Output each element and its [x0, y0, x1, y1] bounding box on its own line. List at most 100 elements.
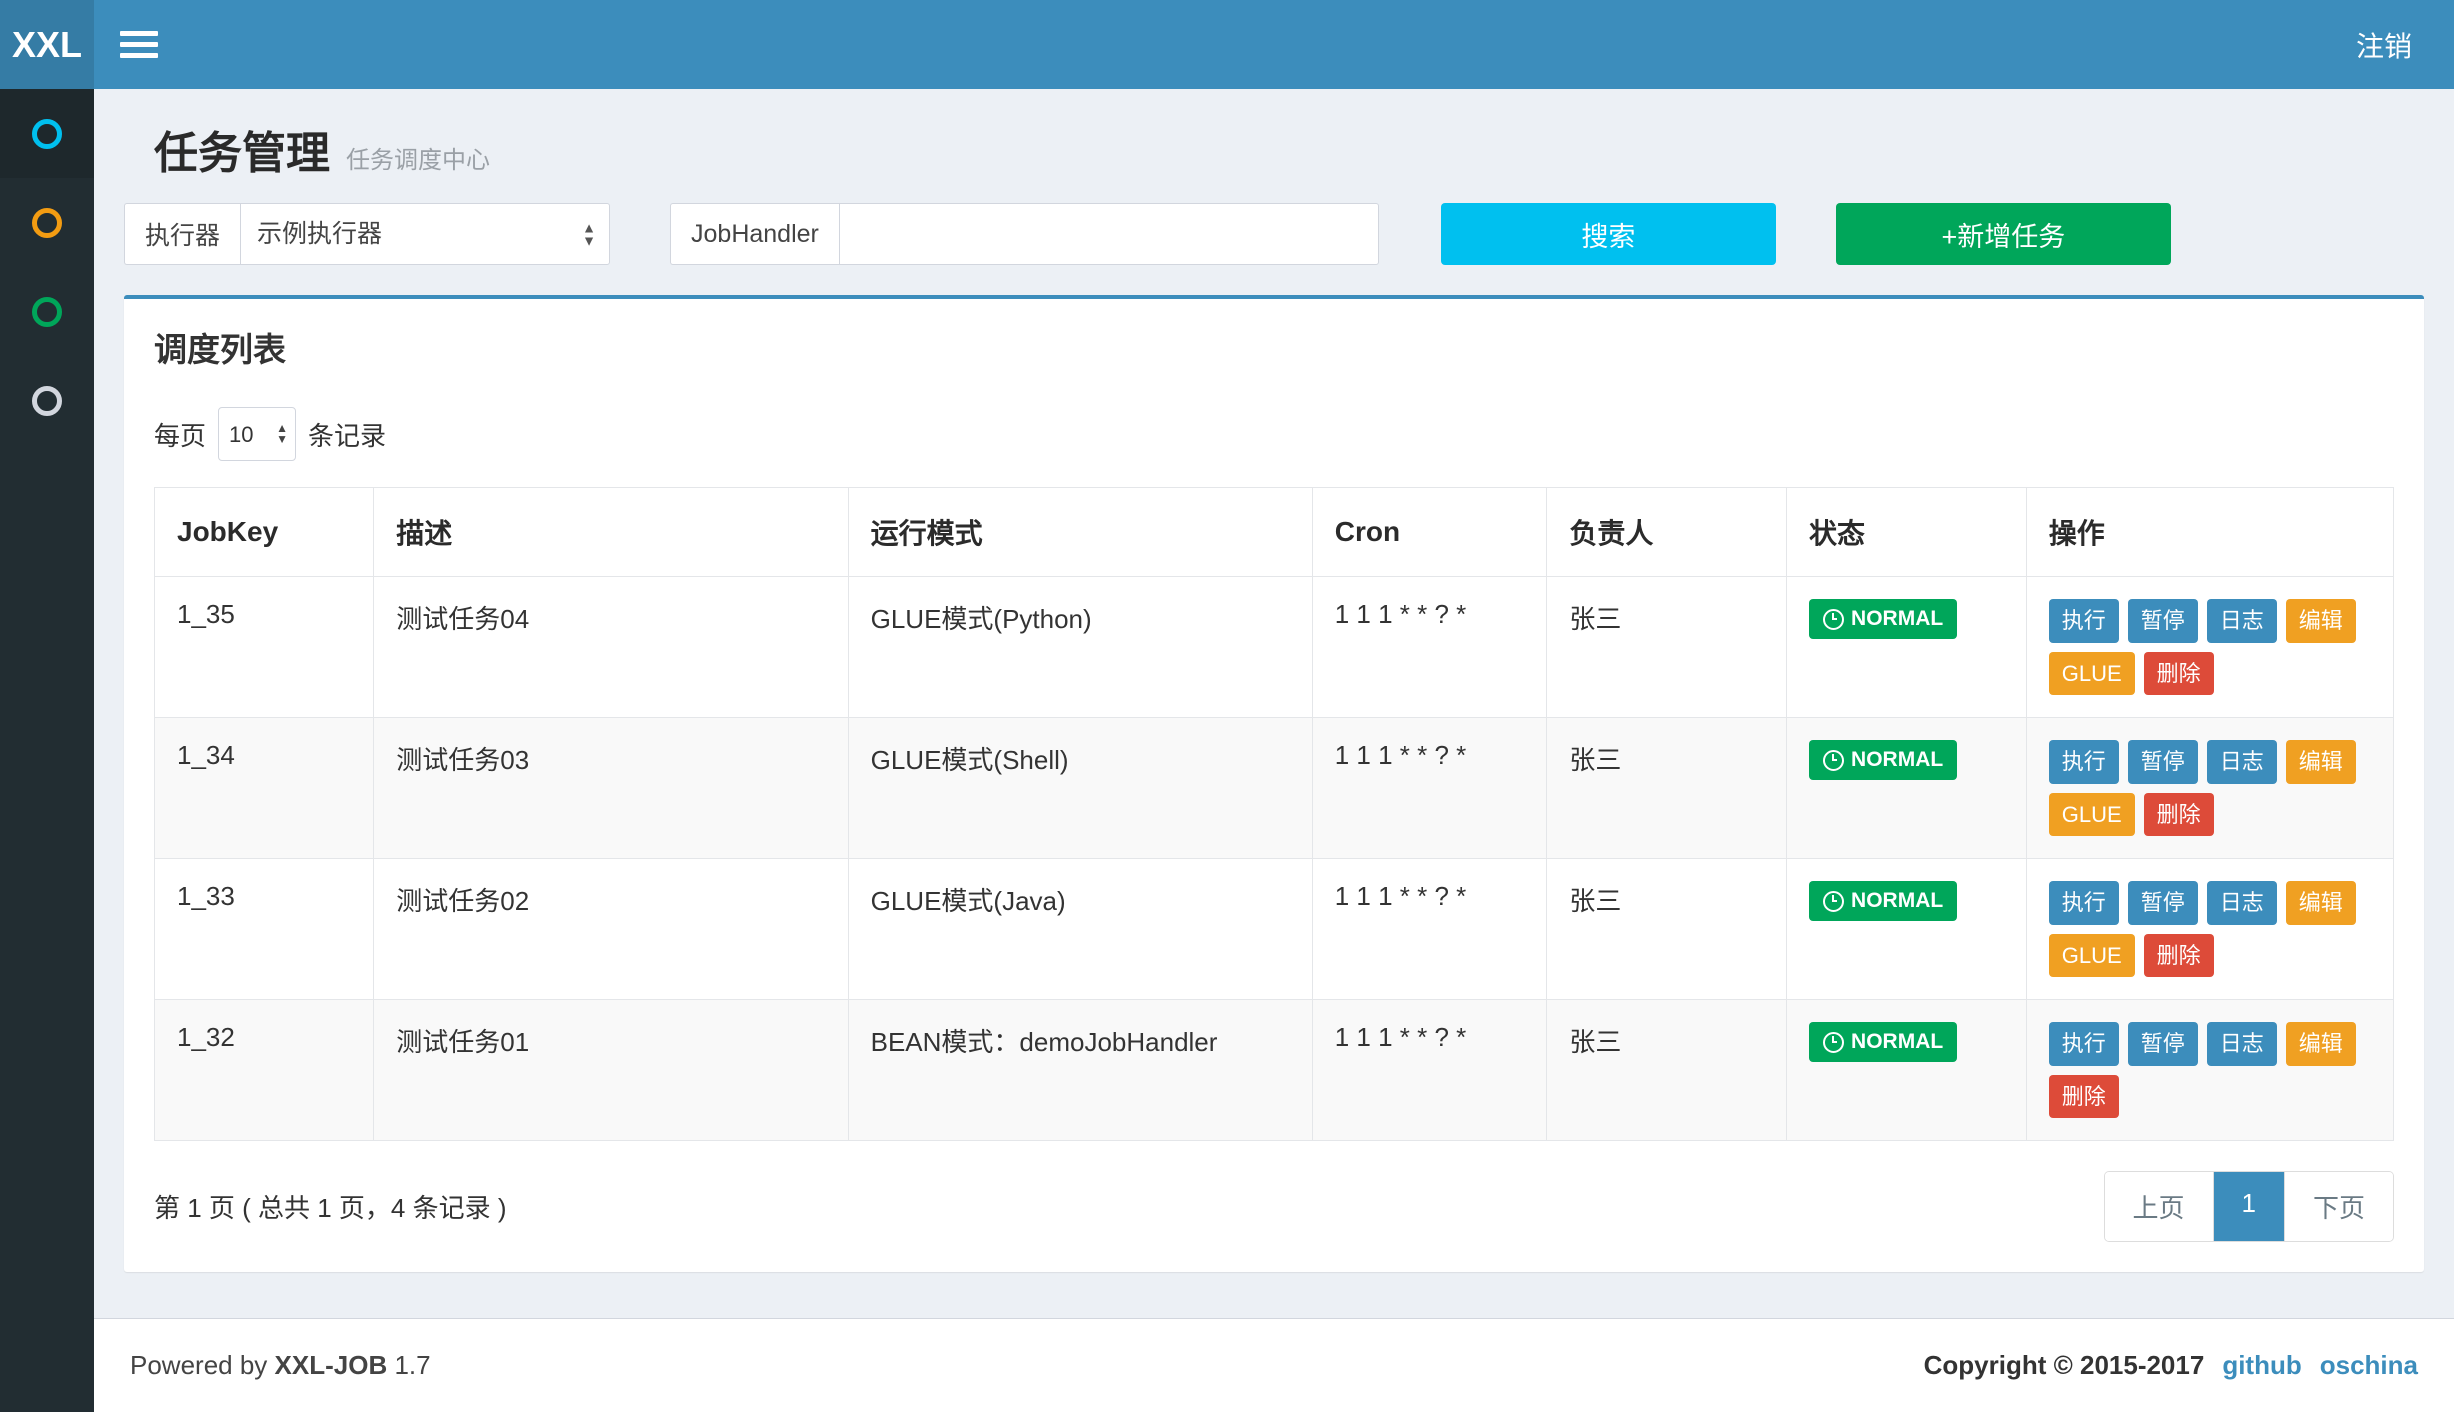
cell-status: NORMAL: [1786, 999, 2027, 1141]
page-footer: Powered by XXL-JOB 1.7 Copyright © 2015-…: [94, 1318, 2454, 1412]
cell-cron: 1 1 1 * * ? *: [1311, 999, 1548, 1141]
cell-owner: 张三: [1546, 858, 1788, 1000]
add-job-button[interactable]: +新增任务: [1835, 203, 2171, 265]
page-length-select[interactable]: 10: [218, 407, 297, 461]
cell-cron: 1 1 1 * * ? *: [1311, 576, 1548, 718]
powered-by: Powered by XXL-JOB 1.7: [130, 1350, 431, 1381]
row-action-删除[interactable]: 删除: [2143, 651, 2214, 695]
cell-desc: 测试任务02: [373, 858, 849, 1000]
column-header-mode: 运行模式: [847, 487, 1313, 577]
column-header-desc: 描述: [373, 487, 849, 577]
sidebar-item-jobs[interactable]: [0, 267, 94, 356]
cell-mode: GLUE模式(Java): [847, 858, 1313, 1000]
executor-select[interactable]: 示例执行器: [240, 203, 611, 265]
pagination-page-1[interactable]: 1: [2213, 1172, 2285, 1241]
row-action-GLUE[interactable]: GLUE: [2048, 651, 2135, 695]
status-badge: NORMAL: [1809, 1022, 1958, 1062]
status-label: NORMAL: [1851, 1030, 1944, 1053]
copyright-text: Copyright © 2015-2017: [1923, 1350, 2205, 1380]
row-action-暂停[interactable]: 暂停: [2127, 881, 2198, 925]
column-header-jobkey: JobKey: [153, 487, 375, 577]
column-header-cron: Cron: [1311, 487, 1548, 577]
pagination-next[interactable]: 下页: [2284, 1172, 2393, 1241]
row-action-执行[interactable]: 执行: [2048, 740, 2119, 784]
table-header-row: JobKey 描述 运行模式 Cron 负责人 状态 操作: [153, 487, 2395, 577]
logout-link[interactable]: 注销: [2355, 30, 2412, 62]
pagination-prev[interactable]: 上页: [2104, 1172, 2214, 1241]
sidebar-item-executor[interactable]: [0, 178, 94, 267]
filter-toolbar: 执行器 示例执行器 ▲ ▼ JobHandler 搜索 +新增任务: [124, 203, 2424, 265]
row-action-编辑[interactable]: 编辑: [2285, 740, 2356, 784]
panel-header: 调度列表: [124, 299, 2424, 377]
navbar-left-group: [94, 0, 160, 89]
hamburger-bar: [120, 31, 158, 36]
table-row: 1_35 测试任务04 GLUE模式(Python) 1 1 1 * * ? * 张三 N…: [153, 576, 2395, 718]
row-action-GLUE[interactable]: GLUE: [2048, 792, 2135, 836]
sidebar-item-logs[interactable]: [0, 356, 94, 445]
github-link[interactable]: github: [2222, 1350, 2302, 1380]
cell-mode: GLUE模式(Shell): [847, 717, 1313, 859]
table-row: 1_32 测试任务01 BEAN模式：demoJobHandler 1 1 1 * *…: [153, 999, 2395, 1141]
jobhandler-filter-group: JobHandler: [670, 203, 1379, 265]
panel-body: 每页 10 ▲ ▼ 条记录 JobKey: [124, 377, 2424, 1272]
cell-desc: 测试任务03: [373, 717, 849, 859]
circle-icon: [32, 207, 62, 238]
row-action-编辑[interactable]: 编辑: [2285, 881, 2356, 925]
cell-ops: 执行 暂停 日志 编辑删除: [2025, 999, 2395, 1141]
main-content: 任务管理 任务调度中心 执行器 示例执行器 ▲ ▼ JobHandler: [94, 89, 2454, 1318]
clock-icon: [1823, 1031, 1845, 1053]
sidebar-item-dashboard[interactable]: [0, 89, 94, 178]
row-action-暂停[interactable]: 暂停: [2127, 599, 2198, 643]
cell-desc: 测试任务04: [373, 576, 849, 718]
hamburger-bar: [120, 42, 158, 47]
row-action-日志[interactable]: 日志: [2206, 881, 2277, 925]
row-action-暂停[interactable]: 暂停: [2127, 1022, 2198, 1066]
jobhandler-label: JobHandler: [670, 203, 839, 265]
row-action-删除[interactable]: 删除: [2048, 1074, 2119, 1118]
cell-mode: GLUE模式(Python): [847, 576, 1313, 718]
row-action-删除[interactable]: 删除: [2143, 933, 2214, 977]
row-action-日志[interactable]: 日志: [2206, 1022, 2277, 1066]
executor-label: 执行器: [124, 203, 241, 265]
row-action-删除[interactable]: 删除: [2143, 792, 2214, 836]
panel-title: 调度列表: [154, 331, 286, 368]
row-action-编辑[interactable]: 编辑: [2285, 1022, 2356, 1066]
status-badge: NORMAL: [1809, 740, 1958, 780]
cell-cron: 1 1 1 * * ? *: [1311, 858, 1548, 1000]
cell-owner: 张三: [1546, 999, 1788, 1141]
status-label: NORMAL: [1851, 748, 1944, 771]
row-action-group: 执行 暂停 日志 编辑 GLUE 删除: [2048, 599, 2369, 695]
circle-icon: [32, 385, 62, 416]
page-length-control: 每页 10 ▲ ▼ 条记录: [154, 407, 2394, 461]
sidebar: [0, 89, 94, 1412]
row-action-日志[interactable]: 日志: [2206, 599, 2277, 643]
pagination-info: 第 1 页 ( 总共 1 页，4 条记录 ): [154, 1193, 507, 1223]
column-header-status: 状态: [1786, 487, 2027, 577]
jobhandler-input[interactable]: [838, 203, 1379, 265]
search-button[interactable]: 搜索: [1440, 203, 1776, 265]
cell-ops: 执行 暂停 日志 编辑 GLUE 删除: [2025, 717, 2395, 859]
row-action-group: 执行 暂停 日志 编辑 GLUE 删除: [2048, 881, 2369, 977]
row-action-执行[interactable]: 执行: [2048, 599, 2119, 643]
oschina-link[interactable]: oschina: [2319, 1350, 2418, 1380]
row-action-GLUE[interactable]: GLUE: [2048, 933, 2135, 977]
app-logo-text: XXL: [11, 23, 82, 65]
cell-status: NORMAL: [1786, 576, 2027, 718]
jobs-table-head: JobKey 描述 运行模式 Cron 负责人 状态 操作: [153, 487, 2395, 577]
powered-version: 1.7: [387, 1350, 431, 1380]
page-length-suffix: 条记录: [308, 420, 387, 451]
row-action-编辑[interactable]: 编辑: [2285, 599, 2356, 643]
app-logo[interactable]: XXL: [0, 0, 94, 89]
cell-jobkey: 1_33: [153, 858, 375, 1000]
hamburger-bar: [120, 53, 158, 58]
page-title: 任务管理: [154, 129, 330, 178]
top-navbar: XXL 注销: [0, 0, 2454, 89]
row-action-暂停[interactable]: 暂停: [2127, 740, 2198, 784]
row-action-执行[interactable]: 执行: [2048, 1022, 2119, 1066]
row-action-日志[interactable]: 日志: [2206, 740, 2277, 784]
row-action-执行[interactable]: 执行: [2048, 881, 2119, 925]
footer-right: Copyright © 2015-2017 github oschina: [1924, 1350, 2418, 1381]
cell-ops: 执行 暂停 日志 编辑 GLUE 删除: [2025, 576, 2395, 718]
status-label: NORMAL: [1851, 889, 1944, 912]
hamburger-icon[interactable]: [120, 28, 160, 62]
